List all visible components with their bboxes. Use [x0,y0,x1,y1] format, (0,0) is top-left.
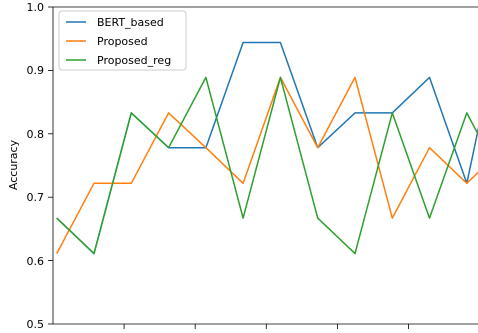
x-ticks [123,324,409,329]
y-tick-label: 0.9 [27,64,45,77]
y-ticks [48,6,53,325]
axes-frame [52,6,478,325]
y-tick-label: 0.7 [27,191,45,204]
series-line-proposed [56,76,478,254]
series-layer [56,41,478,255]
legend-label-proposed: Proposed [97,35,148,48]
y-tick-label: 0.8 [27,128,45,141]
legend-label-proposed-reg: Proposed_reg [97,54,171,67]
y-axis-label: Accuracy [7,139,20,190]
legend-frame [58,10,187,71]
series-line-proposed-reg [56,76,478,255]
legend: BERT_based Proposed Proposed_reg [58,10,187,71]
legend-label-bert-based: BERT_based [97,16,164,29]
y-tick-label: 1.0 [27,1,45,14]
y-tick-labels: 0.5 0.6 0.7 0.8 0.9 1.0 [27,1,45,331]
y-tick-label: 0.6 [27,255,45,268]
y-tick-label: 0.5 [27,318,45,331]
